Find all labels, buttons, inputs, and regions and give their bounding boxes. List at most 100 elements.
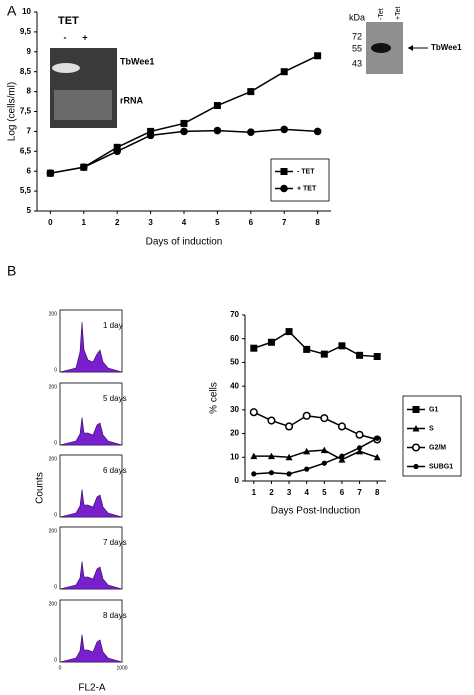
data-point [285,328,293,336]
legend-label: - TET [297,168,315,175]
data-point [79,163,88,172]
data-point [180,127,188,136]
data-point [320,350,328,358]
y-tick-label: 7,5 [20,107,32,116]
size-label: 55 [352,43,362,53]
kda-label: kDa [349,12,365,22]
data-point [268,470,275,476]
histogram-fill [59,321,123,373]
x-tick-label: 3 [287,488,292,497]
data-point [280,68,288,76]
x-tick-label: 6 [249,218,254,227]
data-point [314,52,322,60]
y-tick-label: 9 [27,47,32,56]
data-point [249,408,258,417]
data-point [113,143,121,151]
y-tick-label: 0 [54,584,57,590]
row-label: TbWee1 [120,56,154,66]
data-point [180,119,188,127]
data-point [320,446,328,454]
y-tick-label: 50 [230,358,239,367]
x-axis-label: FL2-A [78,683,106,694]
inset-blot: TET - + TbWee1 rRNA [50,15,154,128]
y-tick-label: 40 [230,381,239,390]
data-point [356,351,364,359]
size-label: 72 [352,31,362,41]
x-tick-label: 6 [340,488,345,497]
x-tick-label: 8 [315,218,320,227]
western-blot: kDa 72 55 43 -Tet +Tet TbWee1 [349,7,462,74]
data-point [355,430,364,439]
data-point [267,452,275,460]
legend-marker [411,443,421,452]
legend-label: G2/M [429,444,446,451]
y-tick-label: 30 [230,405,239,414]
legend-marker [280,184,288,193]
x-tick-label: 0 [59,665,62,671]
y-tick-label: 0 [235,476,240,485]
data-point [46,169,55,177]
y-axis-label: Log (cells/ml) [7,82,18,141]
data-point [374,435,380,441]
y-tick-label: 6 [27,166,32,175]
series-line [253,449,378,461]
band-label: TbWee1 [431,43,462,52]
y-tick-label: 10 [230,452,239,461]
blot-band [371,43,391,53]
data-point [313,127,322,136]
row-label: rRNA [120,95,144,105]
y-tick-label: 70 [230,310,239,319]
data-point [338,342,346,350]
x-axis-label: Days of induction [146,237,223,248]
data-point [147,127,155,135]
legend-marker [412,425,420,432]
x-tick-label: 2 [115,218,120,227]
y-tick-label: 200 [49,384,58,390]
data-point [303,447,311,455]
histogram-label: 6 days [103,466,127,475]
data-point [302,411,311,420]
y-tick-label: 5,5 [20,186,32,195]
inset-title: TET [58,15,79,27]
y-tick-label: 6,5 [20,146,32,155]
data-point [337,422,346,431]
x-tick-label: 7 [357,488,362,497]
legend-marker [280,168,288,175]
data-point [338,456,346,463]
x-tick-label: 2 [269,488,274,497]
data-point [267,416,276,425]
x-tick-label: 5 [322,488,327,497]
data-point [113,147,121,156]
data-point [251,471,257,477]
histogram-label: 1 day [103,321,123,330]
y-tick-label: 7 [27,127,32,136]
data-point [146,131,155,140]
data-point [285,422,294,431]
y-tick-label: 20 [230,429,239,438]
panel-label: B [7,263,16,279]
legend-box [270,158,330,202]
y-tick-label: 5 [27,206,32,215]
histogram-fill [59,489,123,518]
x-axis-label: Days Post-Induction [271,506,361,517]
x-tick-label: 0 [48,218,53,227]
y-tick-label: 10 [22,7,31,16]
lane-label: +Tet [395,7,402,20]
x-tick-label: 1000 [116,665,127,671]
lane-label: + [82,32,87,42]
lane-label: -Tet [378,8,385,20]
data-point [213,126,222,135]
y-tick-label: 200 [49,601,58,607]
legend-marker [412,406,420,413]
data-point [303,345,311,353]
x-tick-label: 8 [375,488,380,497]
y-tick-label: 60 [230,334,239,343]
data-point [304,466,310,472]
legend-label: + TET [297,185,317,192]
arrow-head [408,45,413,51]
histogram-fill [59,417,123,446]
histogram-label: 5 days [103,394,127,403]
data-point [285,453,293,461]
series-line [253,437,378,475]
x-tick-label: 4 [304,488,309,497]
